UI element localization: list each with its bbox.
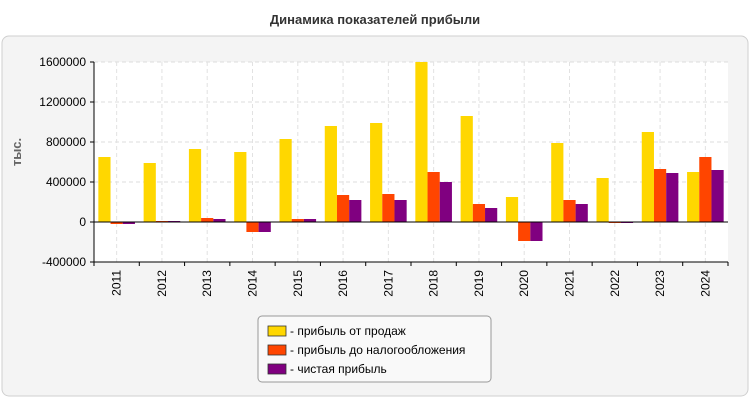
x-tick-label: 2018 [427, 270, 441, 297]
x-tick-labels: 2011 2012 2013 2014 2015 2016 2017 2018 2019 2020… [110, 270, 713, 297]
legend-label-net: - чистая прибыль [290, 362, 387, 376]
bar-net-2011 [122, 222, 135, 224]
bar-sales-2016 [324, 126, 337, 222]
bars [98, 62, 724, 241]
legend-label-pretax: - прибыль до налогообложения [290, 343, 465, 357]
bar-pretax-2020 [518, 222, 531, 241]
bar-net-2024 [711, 170, 724, 222]
bar-sales-2011 [98, 157, 111, 222]
bar-pretax-2011 [110, 222, 123, 224]
bar-sales-2014 [234, 152, 247, 222]
x-tick-label: 2012 [155, 270, 169, 297]
x-tick-label: 2014 [246, 270, 260, 297]
x-tick-label: 2013 [200, 270, 214, 297]
x-tick-label: 2016 [336, 270, 350, 297]
x-tick-label: 2020 [517, 270, 531, 297]
y-axis-label: тыс. [9, 138, 24, 166]
legend-swatch-pretax [267, 344, 287, 356]
x-tick-label: 2019 [472, 270, 486, 297]
bar-sales-2015 [279, 139, 292, 222]
x-tick-label: 2022 [608, 270, 622, 297]
x-tick-label: 2011 [110, 270, 124, 296]
bar-sales-2012 [143, 163, 156, 222]
bar-pretax-2015 [291, 219, 304, 222]
y-tick-label: 1200000 [39, 95, 86, 109]
bar-net-2020 [530, 222, 543, 241]
bar-sales-2023 [641, 132, 654, 222]
y-tick-label: 800000 [46, 135, 86, 149]
y-tick-label: 0 [79, 215, 86, 229]
bar-pretax-2014 [246, 222, 259, 232]
x-tick-label: 2017 [381, 270, 395, 297]
bar-net-2014 [258, 222, 271, 232]
bar-pretax-2018 [427, 172, 440, 222]
bar-net-2019 [485, 208, 498, 222]
bar-pretax-2013 [201, 218, 214, 222]
x-tick-label: 2015 [291, 270, 305, 297]
bar-pretax-2016 [336, 195, 350, 222]
bar-sales-2021 [551, 143, 564, 222]
x-tick-label: 2024 [698, 270, 712, 297]
bar-net-2013 [213, 219, 226, 222]
bar-pretax-2017 [382, 194, 395, 222]
legend-label-sales: - прибыль от продаж [290, 324, 406, 338]
bar-sales-2022 [596, 178, 609, 222]
bar-sales-2013 [188, 149, 202, 222]
legend-swatch-net [267, 363, 287, 375]
y-tick-label: -400000 [42, 255, 86, 269]
y-tick-label: 400000 [46, 175, 86, 189]
bar-pretax-2021 [563, 200, 576, 222]
bar-net-2023 [666, 173, 679, 222]
legend-box [257, 315, 492, 383]
bar-pretax-2019 [472, 204, 486, 222]
bar-pretax-2024 [699, 157, 712, 222]
bar-sales-2019 [460, 116, 473, 222]
bar-net-2018 [439, 182, 452, 222]
bar-sales-2024 [687, 172, 700, 222]
x-tick-label: 2023 [653, 270, 667, 297]
y-tick-label: 1600000 [39, 55, 86, 69]
bar-net-2017 [394, 200, 407, 222]
bar-sales-2020 [505, 197, 519, 222]
bar-net-2016 [349, 200, 362, 222]
bar-pretax-2023 [653, 169, 667, 222]
bar-sales-2017 [370, 123, 383, 222]
bar-sales-2018 [415, 62, 428, 222]
bar-net-2021 [575, 204, 588, 222]
y-tick-labels: -400000 0 400000 800000 1200000 1600000 [39, 55, 86, 269]
legend: - прибыль от продаж - прибыль до налогоо… [257, 315, 492, 383]
chart-title: Динамика показателей прибыли [270, 12, 480, 27]
legend-swatch-sales [267, 325, 287, 337]
axes [90, 61, 729, 266]
bar-net-2015 [303, 219, 317, 222]
x-tick-label: 2021 [563, 270, 577, 297]
